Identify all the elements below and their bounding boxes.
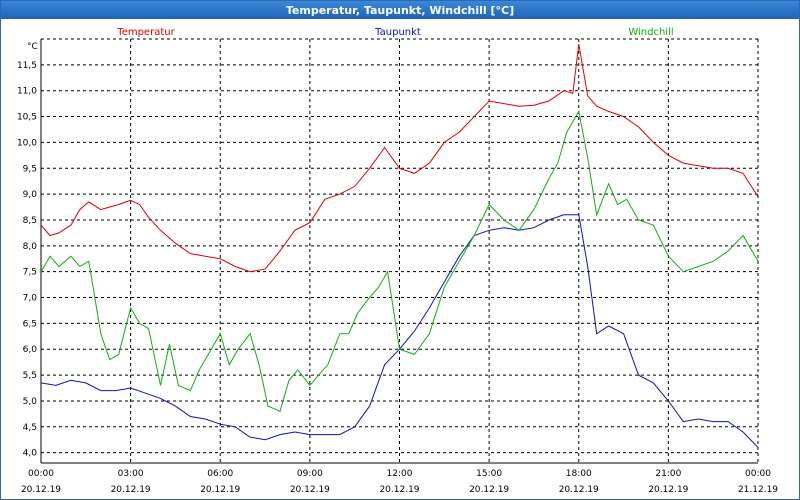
x-tick-date: 20.12.19 bbox=[559, 485, 599, 495]
y-tick-label: 11,0 bbox=[17, 87, 37, 97]
series-line-taupunkt bbox=[40, 214, 759, 448]
series-line-windchill bbox=[40, 109, 759, 412]
chart-title: Temperatur, Taupunkt, Windchill [°C] bbox=[1, 1, 799, 19]
x-tick-date: 21.12.19 bbox=[738, 485, 778, 495]
y-tick-label: 8,5 bbox=[23, 216, 37, 226]
y-tick-label: 9,0 bbox=[23, 190, 38, 200]
x-tick-date: 20.12.19 bbox=[469, 485, 509, 495]
x-tick-date: 20.12.19 bbox=[290, 485, 330, 495]
y-tick-label: 9,5 bbox=[23, 164, 37, 174]
x-tick-time: 03:00 bbox=[118, 469, 144, 479]
x-tick-date: 20.12.19 bbox=[200, 485, 240, 495]
y-tick-label: 7,5 bbox=[23, 268, 37, 278]
y-tick-label: 6,5 bbox=[23, 319, 37, 329]
x-tick-time: 09:00 bbox=[297, 469, 323, 479]
x-tick-time: 00:00 bbox=[28, 469, 54, 479]
legend: Temperatur Taupunkt Windchill bbox=[116, 27, 673, 38]
legend-windchill: Windchill bbox=[628, 27, 673, 38]
series-line-temperatur bbox=[40, 44, 759, 273]
axes: 4,0 4,5 5,0 5,5 6,0 6,5 7,0 7,5 8,0 8,5 9,0 9,5 10,0… bbox=[17, 39, 778, 495]
y-tick-label: 11,5 bbox=[17, 61, 37, 71]
y-tick-label: 10,0 bbox=[17, 138, 37, 148]
legend-taupunkt: Taupunkt bbox=[374, 27, 421, 38]
y-tick-label: 5,0 bbox=[23, 397, 38, 407]
x-tick-time: 18:00 bbox=[566, 469, 592, 479]
x-tick-time: 21:00 bbox=[655, 469, 681, 479]
y-tick-label: 4,0 bbox=[23, 449, 38, 459]
y-tick-label: 5,5 bbox=[23, 371, 37, 381]
x-tick-time: 12:00 bbox=[387, 469, 413, 479]
series-lines bbox=[40, 44, 759, 448]
x-tick-time: 15:00 bbox=[476, 469, 502, 479]
legend-temperatur: Temperatur bbox=[116, 27, 175, 38]
y-axis-label: °C bbox=[27, 42, 38, 52]
x-tick-date: 20.12.19 bbox=[379, 485, 419, 495]
x-tick-date: 20.12.19 bbox=[21, 485, 61, 495]
x-tick-time: 06:00 bbox=[207, 469, 233, 479]
y-tick-label: 10,5 bbox=[17, 113, 37, 123]
x-tick-time: 00:00 bbox=[745, 469, 771, 479]
y-tick-label: 8,0 bbox=[23, 242, 38, 252]
y-tick-label: 4,5 bbox=[23, 423, 37, 433]
x-tick-date: 20.12.19 bbox=[648, 485, 688, 495]
y-tick-label: 7,0 bbox=[23, 294, 38, 304]
x-tick-date: 20.12.19 bbox=[111, 485, 151, 495]
grid bbox=[40, 38, 759, 463]
y-tick-label: 6,0 bbox=[23, 345, 38, 355]
